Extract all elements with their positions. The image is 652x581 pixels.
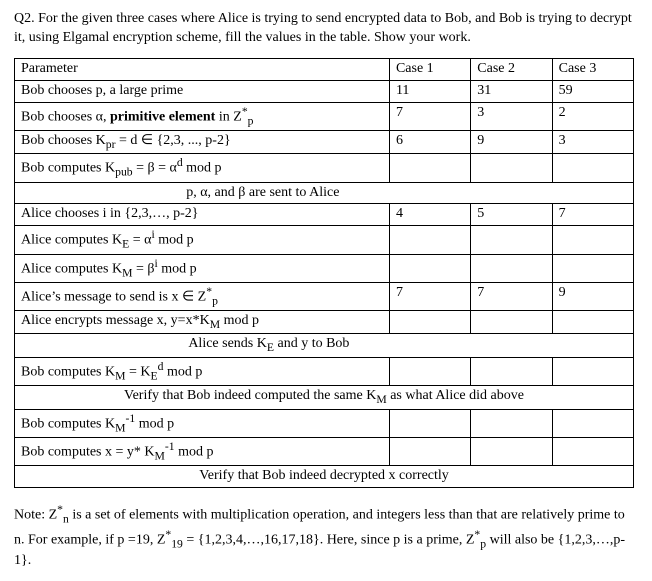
sep-text: Verify that Bob indeed decrypted x corre… (15, 466, 634, 488)
cell-c1: 7 (389, 102, 470, 130)
cell-c1: 11 (389, 80, 470, 102)
cell-c3: 2 (552, 102, 633, 130)
cell-param: Bob computes KM = KEd mod p (15, 358, 390, 386)
cell-c3: 9 (552, 282, 633, 310)
table-row: Bob chooses p, a large prime 11 31 59 (15, 80, 634, 102)
table-row-sep: Alice sends KE and y to Bob (15, 334, 634, 358)
cell-param: Alice’s message to send is x ∈ Z*p (15, 282, 390, 310)
cell-param: Bob computes x = y* KM-1 mod p (15, 437, 390, 465)
cell-c3 (552, 226, 633, 254)
cell-param: Bob chooses α, primitive element in Z*p (15, 102, 390, 130)
cell-c2: 3 (471, 102, 552, 130)
table-row: Bob computes KM = KEd mod p (15, 358, 634, 386)
cell-c2: 9 (471, 130, 552, 154)
cell-c1 (389, 254, 470, 282)
cell-param: Alice encrypts message x, y=x*KM mod p (15, 310, 390, 334)
cell-c3 (552, 358, 633, 386)
cell-c1 (389, 226, 470, 254)
cell-c3 (552, 154, 633, 182)
cell-c1: 6 (389, 130, 470, 154)
table-row: Alice computes KE = αi mod p (15, 226, 634, 254)
cell-param: Alice computes KE = αi mod p (15, 226, 390, 254)
table-row: Bob chooses α, primitive element in Z*p … (15, 102, 634, 130)
table-row: Alice computes KM = βi mod p (15, 254, 634, 282)
cell-c2: 31 (471, 80, 552, 102)
cell-param: Alice chooses i in {2,3,…, p-2} (15, 204, 390, 226)
cell-c2: 7 (471, 282, 552, 310)
cell-c2 (471, 409, 552, 437)
question-label: Q2. (14, 11, 35, 26)
cell-c3: 7 (552, 204, 633, 226)
question-body: For the given three cases where Alice is… (14, 11, 632, 45)
table-row: Alice chooses i in {2,3,…, p-2} 4 5 7 (15, 204, 634, 226)
table-row: Bob computes Kpub = β = αd mod p (15, 154, 634, 182)
cell-c1: 4 (389, 204, 470, 226)
cell-c1 (389, 437, 470, 465)
table-row: Alice encrypts message x, y=x*KM mod p (15, 310, 634, 334)
table-row: Alice’s message to send is x ∈ Z*p 7 7 9 (15, 282, 634, 310)
note-text: Note: Z*n is a set of elements with mult… (14, 502, 638, 571)
cell-param: Alice computes KM = βi mod p (15, 254, 390, 282)
cell-c1: 7 (389, 282, 470, 310)
table-row-sep: Verify that Bob indeed decrypted x corre… (15, 466, 634, 488)
table-row-sep: p, α, and β are sent to Alice (15, 182, 634, 204)
cell-c1 (389, 409, 470, 437)
cell-c1 (389, 358, 470, 386)
table-row: Bob computes KM-1 mod p (15, 409, 634, 437)
header-case1: Case 1 (389, 58, 470, 80)
sep-text: p, α, and β are sent to Alice (15, 182, 390, 204)
cell-c2 (471, 154, 552, 182)
cell-c1 (389, 310, 470, 334)
cell-c3 (552, 310, 633, 334)
cell-c2: 5 (471, 204, 552, 226)
cell-c1 (389, 154, 470, 182)
cell-param: Bob chooses Kpr = d ∈ {2,3, ..., p-2} (15, 130, 390, 154)
cell-c2 (471, 254, 552, 282)
cell-c3 (552, 409, 633, 437)
question-text: Q2. For the given three cases where Alic… (14, 10, 638, 48)
cell-c2 (471, 358, 552, 386)
elgamal-table: Parameter Case 1 Case 2 Case 3 Bob choos… (14, 58, 634, 488)
sep-text: Alice sends KE and y to Bob (15, 334, 390, 358)
table-row-sep: Verify that Bob indeed computed the same… (15, 386, 634, 410)
cell-c3: 3 (552, 130, 633, 154)
cell-param: Bob computes Kpub = β = αd mod p (15, 154, 390, 182)
cell-param: Bob computes KM-1 mod p (15, 409, 390, 437)
sep-text: Verify that Bob indeed computed the same… (15, 386, 634, 410)
cell-c2 (471, 310, 552, 334)
cell-c3 (552, 437, 633, 465)
table-row: Bob chooses Kpr = d ∈ {2,3, ..., p-2} 6 … (15, 130, 634, 154)
header-case3: Case 3 (552, 58, 633, 80)
table-header-row: Parameter Case 1 Case 2 Case 3 (15, 58, 634, 80)
cell-c2 (471, 226, 552, 254)
cell-c2 (471, 437, 552, 465)
header-param: Parameter (15, 58, 390, 80)
cell-c3 (552, 254, 633, 282)
cell-param: Bob chooses p, a large prime (15, 80, 390, 102)
table-row: Bob computes x = y* KM-1 mod p (15, 437, 634, 465)
cell-c3: 59 (552, 80, 633, 102)
header-case2: Case 2 (471, 58, 552, 80)
